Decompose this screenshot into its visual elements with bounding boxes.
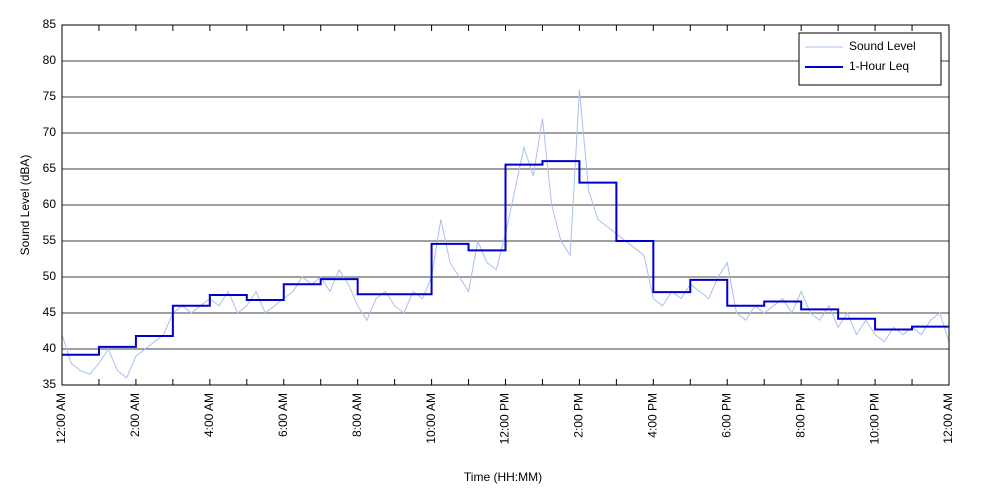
y-tick-label: 80 (43, 53, 57, 67)
y-tick-label: 50 (43, 269, 57, 283)
y-tick-label: 45 (43, 305, 57, 319)
y-tick-label: 60 (43, 197, 57, 211)
x-tick-label: 6:00 PM (719, 393, 733, 438)
x-axis-label: Time (HH:MM) (464, 470, 542, 484)
x-tick-label: 8:00 AM (350, 393, 364, 437)
x-tick-label: 10:00 PM (867, 393, 881, 444)
legend-label: 1-Hour Leq (849, 59, 909, 73)
x-tick-label: 2:00 PM (572, 393, 586, 438)
y-tick-label: 65 (43, 161, 57, 175)
y-tick-label: 55 (43, 233, 57, 247)
x-tick-label: 4:00 PM (646, 393, 660, 438)
legend-label: Sound Level (849, 39, 916, 53)
x-tick-label: 2:00 AM (128, 393, 142, 437)
y-tick-label: 85 (43, 17, 57, 31)
y-tick-label: 75 (43, 89, 57, 103)
y-tick-label: 70 (43, 125, 57, 139)
y-tick-label: 35 (43, 377, 57, 391)
y-tick-label: 40 (43, 341, 57, 355)
x-tick-label: 12:00 AM (941, 393, 955, 444)
data-line (62, 160, 949, 356)
x-tick-label: 8:00 PM (793, 393, 807, 438)
y-axis-label: Sound Level (dBA) (18, 155, 32, 256)
x-tick-label: 10:00 AM (424, 393, 438, 444)
x-tick-label: 4:00 AM (202, 393, 216, 437)
x-tick-label: 12:00 PM (498, 393, 512, 444)
plot-frame (61, 24, 950, 386)
legend-box (798, 32, 942, 86)
x-tick-label: 12:00 AM (54, 393, 68, 444)
x-tick-label: 6:00 AM (276, 393, 290, 437)
